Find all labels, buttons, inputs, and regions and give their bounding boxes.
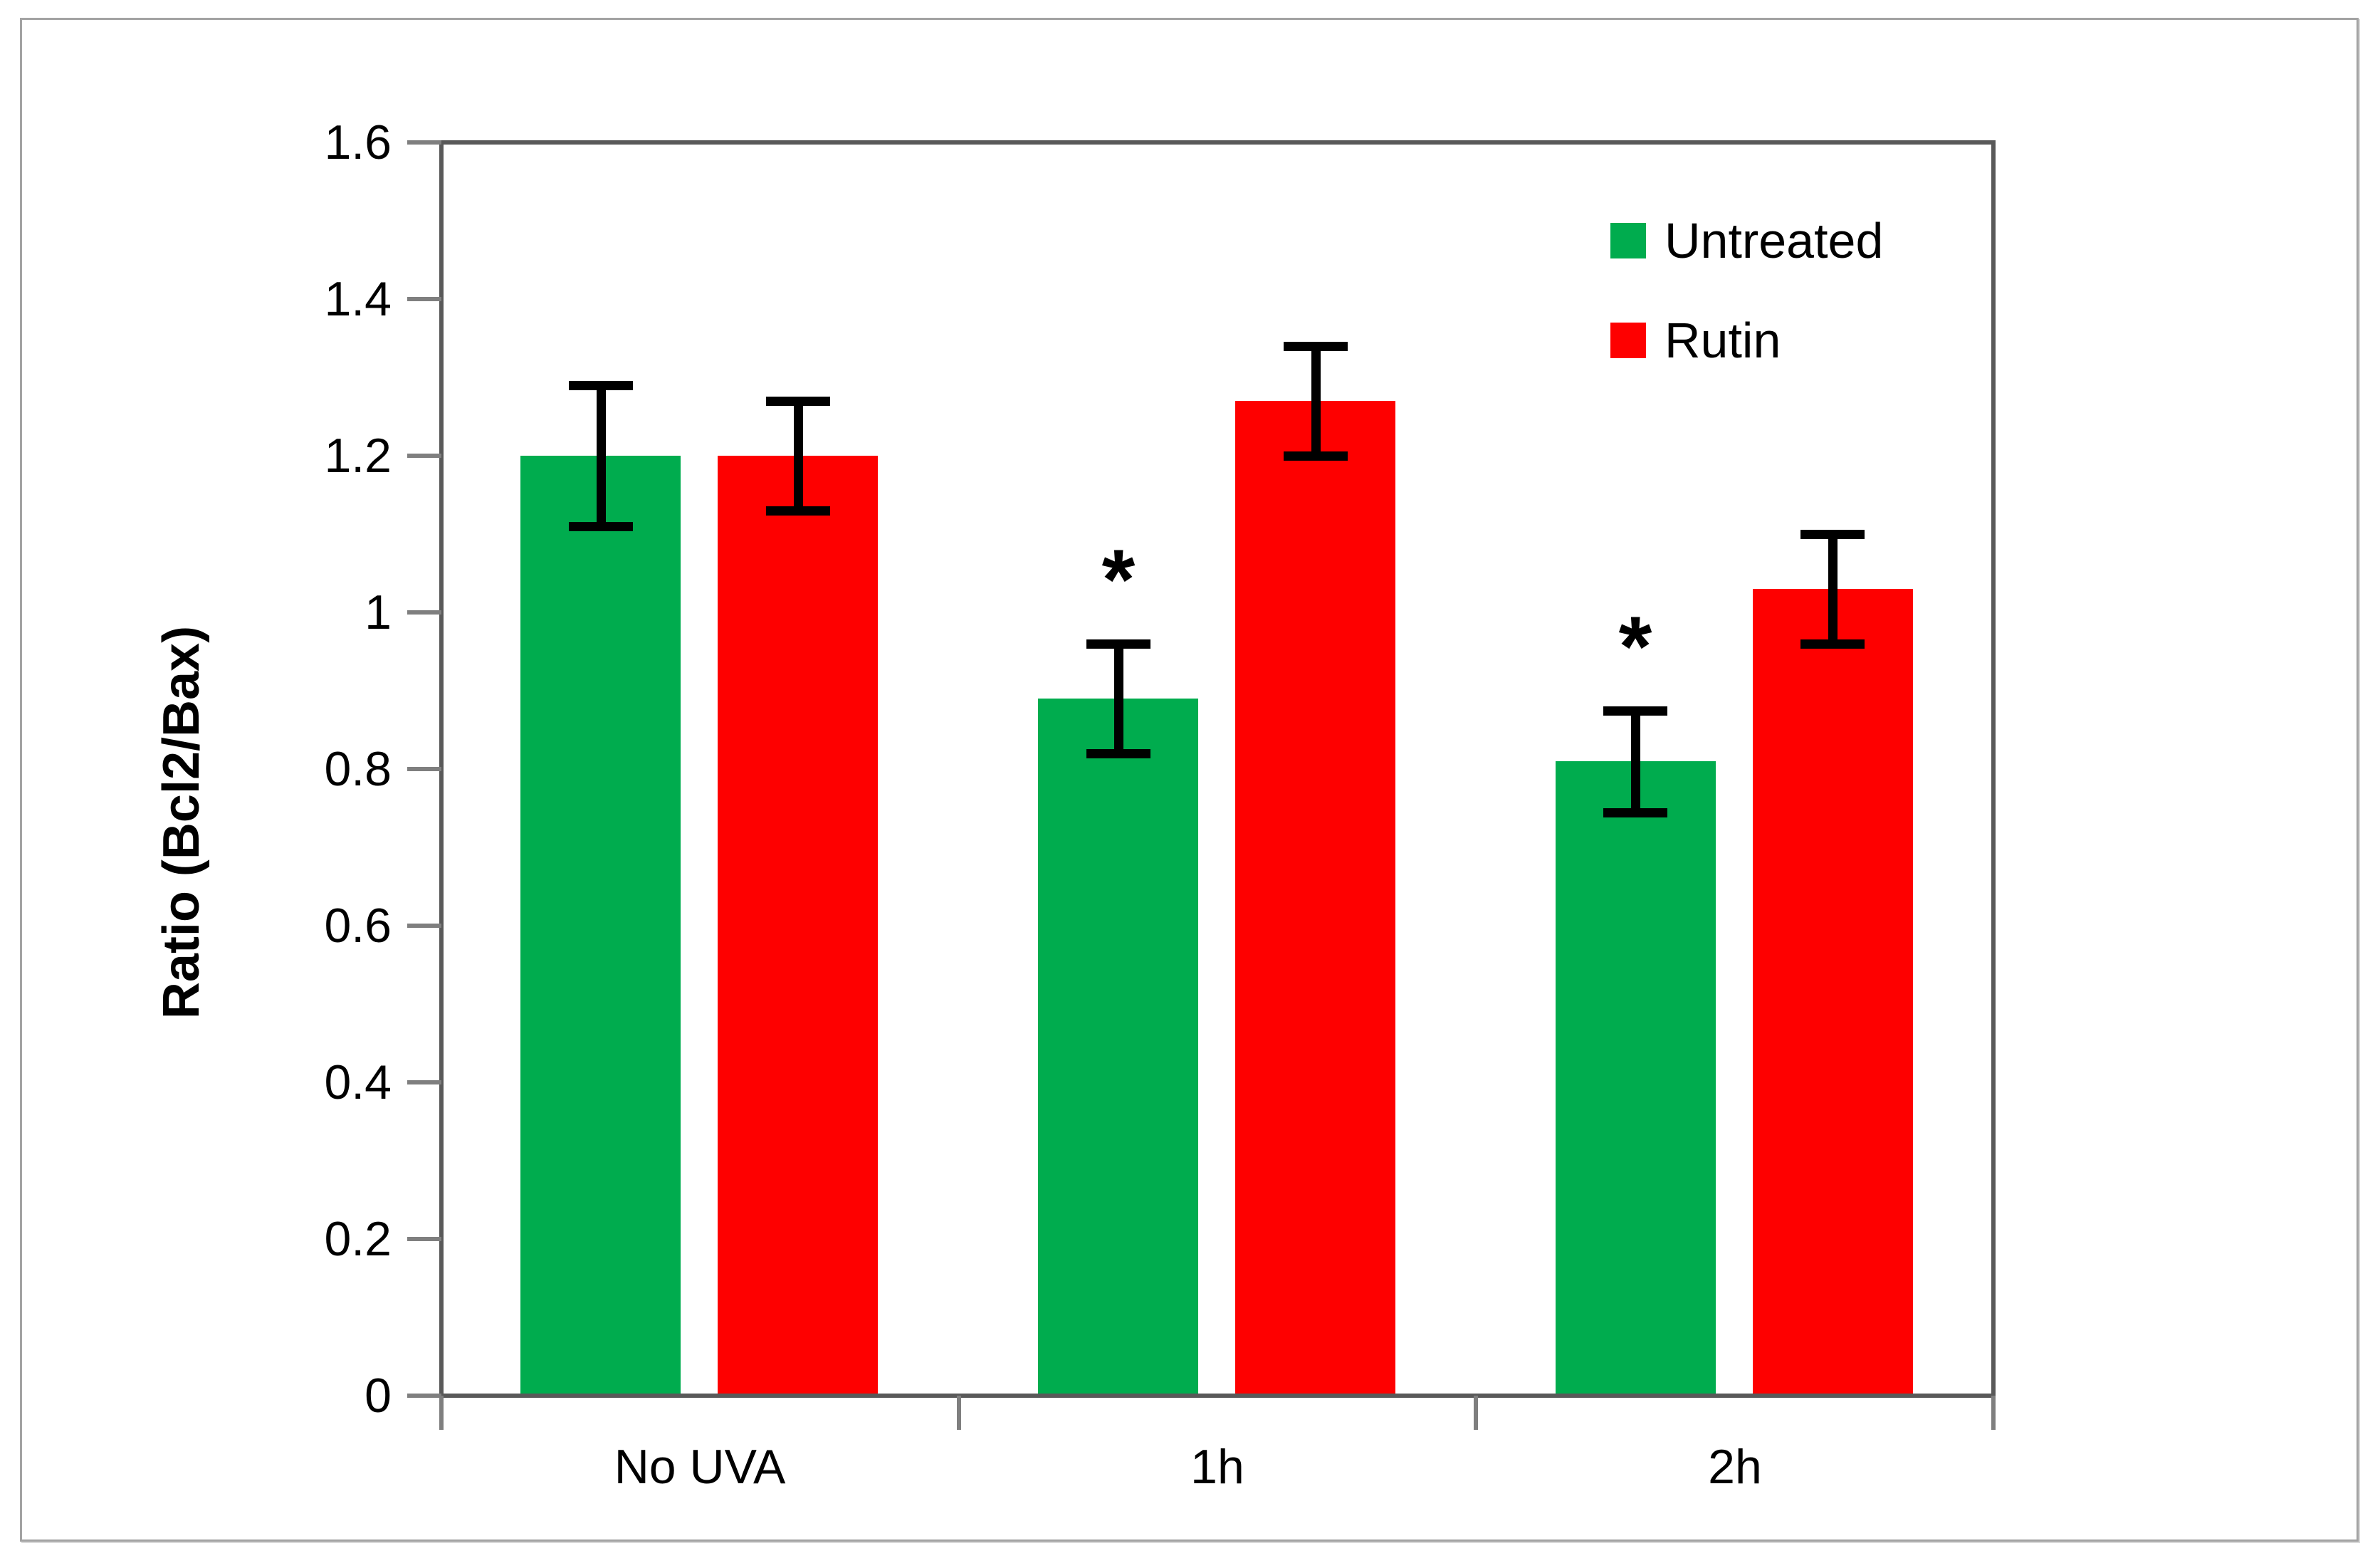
plot-border-bottom [439,1394,1996,1398]
error-bar-untreated-1h-cap-top [1086,639,1150,649]
error-bar-rutin-no-uva [794,401,803,511]
error-bar-untreated-2h-cap-bottom [1603,808,1667,817]
x-tick-mark [1991,1396,1996,1430]
error-bar-rutin-1h-cap-bottom [1284,451,1348,461]
error-bar-rutin-2h [1828,534,1838,644]
bar-rutin-no-uva [718,456,878,1396]
y-tick-mark [407,297,441,301]
plot-border-right [1991,140,1996,1398]
x-tick-label-2h: 2h [1708,1440,1762,1494]
y-tick-label: 0.6 [324,899,392,953]
x-tick-mark [957,1396,961,1430]
y-tick-mark [407,1237,441,1241]
y-axis-line [439,140,444,1398]
y-tick-mark [407,767,441,771]
bar-untreated-2h [1556,761,1716,1396]
y-tick-mark [407,610,441,615]
y-tick-label: 0.2 [324,1212,392,1266]
significance-asterisk-untreated-1h: * [1101,532,1136,627]
y-tick-label: 1.2 [324,429,392,483]
x-tick-mark [439,1396,444,1430]
error-bar-untreated-no-uva [597,385,606,526]
y-tick-mark [407,1080,441,1084]
legend-label-untreated: Untreated [1665,213,1884,268]
figure-border [20,18,2359,1542]
significance-asterisk-untreated-2h: * [1618,599,1652,694]
y-tick-label: 0 [365,1369,392,1423]
error-bar-rutin-no-uva-cap-top [766,397,830,406]
x-tick-label-1h: 1h [1190,1440,1244,1494]
legend-label-rutin: Rutin [1665,313,1781,368]
plot-border-top [439,140,1996,145]
y-tick-label: 1.6 [324,115,392,169]
error-bar-rutin-1h [1311,346,1321,456]
error-bar-untreated-no-uva-cap-bottom [569,522,633,531]
bar-untreated-1h [1038,699,1198,1396]
error-bar-untreated-2h-cap-top [1603,706,1667,716]
bar-untreated-no-uva [520,456,681,1396]
error-bar-rutin-no-uva-cap-bottom [766,506,830,516]
error-bar-untreated-1h [1114,644,1123,753]
y-tick-label: 1.4 [324,272,392,326]
y-tick-mark [407,454,441,458]
legend-swatch-rutin [1610,323,1646,358]
y-tick-mark [407,1394,441,1398]
error-bar-rutin-1h-cap-top [1284,342,1348,351]
legend: Untreated Rutin [1610,214,1883,413]
y-tick-label: 1 [365,585,392,639]
y-tick-label: 0.4 [324,1055,392,1109]
y-tick-mark [407,140,441,145]
y-tick-mark [407,924,441,928]
error-bar-rutin-2h-cap-top [1800,530,1865,539]
x-tick-label-no-uva: No UVA [614,1440,786,1494]
bar-rutin-2h [1753,589,1913,1396]
legend-item-untreated: Untreated [1610,214,1883,268]
error-bar-untreated-2h [1631,711,1640,812]
y-tick-label: 0.8 [324,742,392,796]
error-bar-rutin-2h-cap-bottom [1800,639,1865,649]
error-bar-untreated-1h-cap-bottom [1086,749,1150,758]
x-tick-mark [1474,1396,1478,1430]
error-bar-untreated-no-uva-cap-top [569,381,633,390]
bar-rutin-1h [1235,401,1395,1396]
legend-item-rutin: Rutin [1610,313,1883,367]
legend-swatch-untreated [1610,223,1646,258]
